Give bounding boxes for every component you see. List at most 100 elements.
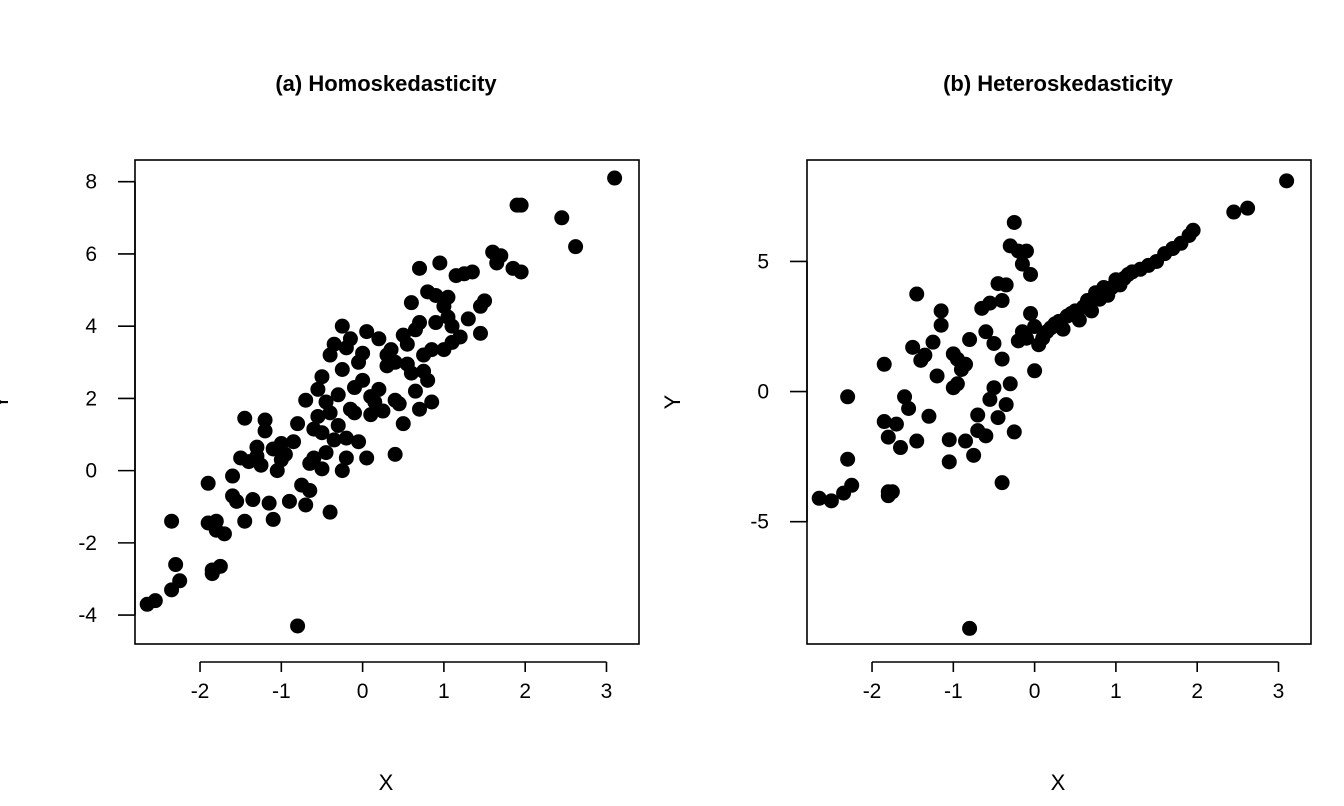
data-point	[962, 332, 978, 348]
data-point	[1002, 376, 1018, 392]
data-point	[298, 392, 314, 408]
data-point	[949, 376, 965, 392]
data-point	[359, 450, 375, 466]
x-tick-label: 0	[357, 680, 369, 703]
data-point	[395, 416, 411, 432]
data-point	[477, 293, 493, 309]
scatter-points-b	[811, 173, 1295, 636]
y-tick-label: 4	[85, 315, 97, 338]
data-point	[941, 432, 957, 448]
data-point	[334, 361, 350, 377]
data-point	[982, 391, 998, 407]
data-point	[428, 287, 444, 303]
data-point	[237, 513, 253, 529]
x-tick-label: 1	[1110, 680, 1122, 703]
data-point	[892, 440, 908, 456]
data-point	[200, 475, 216, 491]
data-point	[229, 493, 245, 509]
data-point	[1018, 243, 1034, 259]
data-point	[412, 401, 428, 417]
panel-homoskedasticity: (a) Homoskedasticity X Y -2 -1 0 1 2 3 -4 -2 0 2…	[0, 71, 640, 795]
data-point	[168, 557, 184, 573]
data-point	[933, 317, 949, 333]
y-tick-label: 5	[757, 250, 769, 273]
data-point	[554, 210, 570, 226]
data-point	[978, 324, 994, 340]
data-point	[909, 286, 925, 302]
panel-heteroskedasticity: (b) Heteroskedasticity X Y -2 -1 0 1 2 3 -5 0 5	[660, 71, 1312, 795]
data-point	[929, 368, 945, 384]
data-point	[322, 405, 338, 421]
data-point	[917, 347, 933, 363]
data-point	[314, 369, 330, 385]
y-axis-label-b: Y	[660, 394, 685, 409]
data-point	[1185, 222, 1201, 238]
data-point	[172, 573, 188, 589]
data-point	[261, 495, 277, 511]
data-point	[1027, 319, 1043, 335]
x-tick-label: 2	[519, 680, 531, 703]
data-point	[359, 324, 375, 340]
data-point	[310, 381, 326, 397]
y-tick-label: 0	[85, 460, 97, 483]
data-point	[424, 342, 440, 358]
y-axis-ticks-b: -5 0 5	[750, 250, 808, 534]
data-point	[334, 318, 350, 334]
data-point	[290, 416, 306, 432]
x-tick-label: 3	[1273, 680, 1285, 703]
data-point	[277, 446, 293, 462]
data-point	[330, 417, 346, 433]
data-point	[147, 593, 163, 609]
data-point	[391, 396, 407, 412]
data-point	[452, 329, 468, 345]
data-point	[823, 493, 839, 509]
data-point	[424, 394, 440, 410]
data-point	[998, 277, 1014, 293]
y-tick-label: 6	[85, 243, 97, 266]
data-point	[444, 318, 460, 334]
x-axis-ticks-a: -2 -1 0 1 2 3	[191, 661, 612, 703]
data-point	[164, 513, 180, 529]
data-point	[399, 336, 415, 352]
data-point	[921, 408, 937, 424]
data-point	[322, 504, 338, 520]
data-point	[1023, 306, 1039, 322]
data-point	[840, 389, 856, 405]
data-point	[994, 475, 1010, 491]
data-point	[387, 354, 403, 370]
data-point	[897, 389, 913, 405]
data-point	[326, 336, 342, 352]
data-point	[281, 493, 297, 509]
data-point	[1240, 200, 1256, 216]
data-point	[982, 295, 998, 311]
x-axis-ticks-b: -2 -1 0 1 2 3	[863, 661, 1285, 703]
data-point	[342, 331, 358, 347]
data-point	[994, 293, 1010, 309]
data-point	[383, 342, 399, 358]
data-point	[1018, 330, 1034, 346]
data-point	[314, 461, 330, 477]
data-point	[330, 387, 346, 403]
data-point	[970, 407, 986, 423]
data-point	[314, 425, 330, 441]
data-point	[298, 497, 314, 513]
data-point	[428, 315, 444, 331]
y-tick-label: -4	[78, 604, 97, 627]
data-point	[351, 434, 367, 450]
data-point	[440, 289, 456, 305]
x-tick-label: 1	[438, 680, 450, 703]
data-point	[432, 255, 448, 271]
data-point	[355, 345, 371, 361]
data-point	[513, 197, 529, 213]
data-point	[876, 356, 892, 372]
chart-title-b: (b) Heteroskedasticity	[943, 71, 1174, 96]
data-point	[237, 410, 253, 426]
data-point	[1027, 363, 1043, 379]
data-point	[876, 414, 892, 430]
y-axis-label-a: Y	[0, 394, 13, 409]
data-point	[888, 416, 904, 432]
data-point	[901, 401, 917, 417]
data-point	[245, 492, 261, 508]
